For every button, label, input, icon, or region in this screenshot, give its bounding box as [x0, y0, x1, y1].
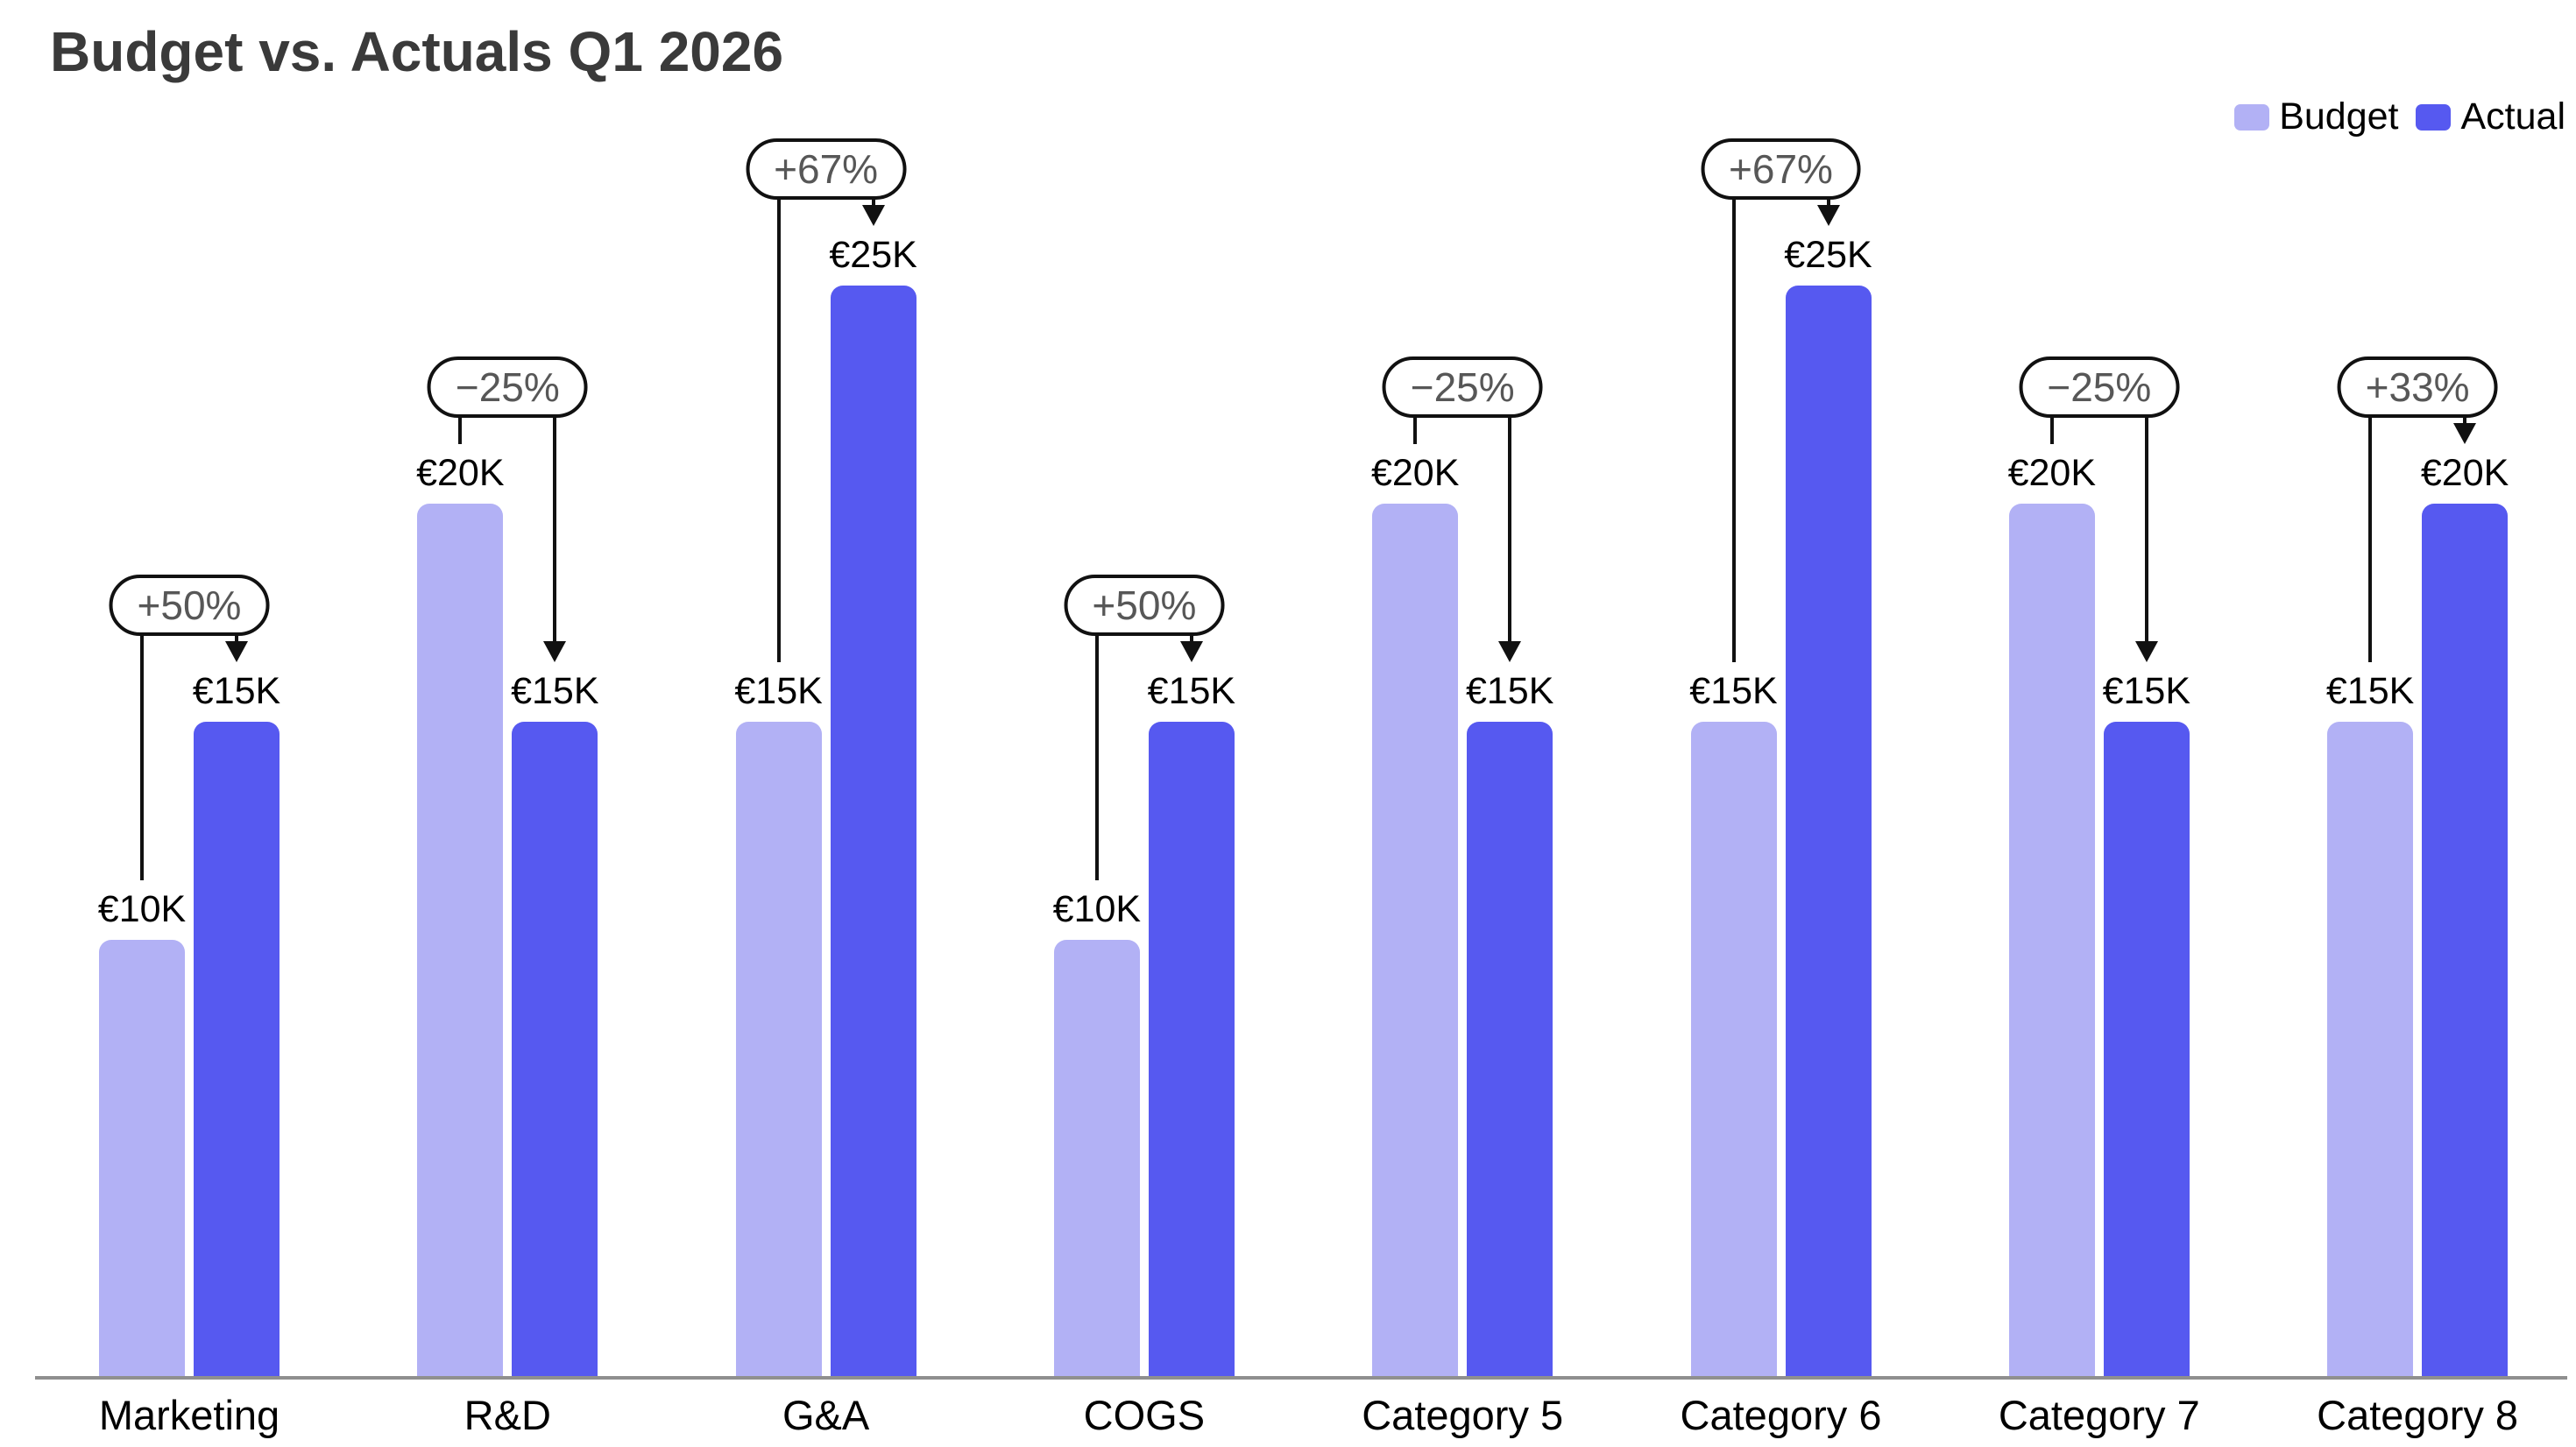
legend-swatch-budget: [2234, 103, 2270, 131]
budget-connector-line-1: [140, 632, 144, 880]
budget-connector-line-6: [1731, 196, 1736, 662]
actual-connector-line-1: [235, 632, 238, 646]
actual-value-label-8: €20K: [2420, 452, 2509, 494]
budget-value-label-8: €15K: [2325, 670, 2415, 712]
x-axis-line: [35, 1376, 2567, 1380]
actual-bar-4: [1148, 722, 1235, 1376]
arrowhead-icon: [225, 641, 248, 662]
arrowhead-icon: [1498, 641, 1522, 662]
actual-value-label-7: €15K: [2102, 670, 2191, 712]
actual-connector-line-2: [553, 414, 557, 646]
budget-bar-3: [735, 722, 822, 1376]
actual-bar-2: [512, 722, 598, 1376]
actual-connector-line-8: [2463, 414, 2467, 428]
category-label-8: Category 8: [2317, 1392, 2519, 1438]
pct-change-pill-4: +50%: [1064, 575, 1225, 636]
legend-label: Actual: [2460, 95, 2565, 138]
budget-value-label-6: €15K: [1689, 670, 1778, 712]
actual-value-label-6: €25K: [1784, 234, 1872, 276]
actual-bar-8: [2422, 504, 2509, 1376]
actual-value-label-4: €15K: [1147, 670, 1236, 712]
actual-bar-6: [1785, 286, 1872, 1376]
category-label-5: Category 5: [1362, 1392, 1564, 1438]
budget-value-label-4: €10K: [1052, 888, 1142, 930]
pct-change-pill-6: +67%: [1701, 138, 1861, 200]
chart-title: Budget vs. Actuals Q1 2026: [50, 20, 784, 83]
actual-connector-line-4: [1189, 632, 1193, 646]
legend-item-budget[interactable]: Budget: [2234, 98, 2398, 136]
budget-connector-line-5: [1413, 414, 1418, 444]
arrowhead-icon: [1816, 205, 1840, 226]
actual-value-label-3: €25K: [829, 234, 917, 276]
budget-value-label-5: €20K: [1370, 452, 1460, 494]
actual-connector-line-5: [1508, 414, 1512, 646]
budget-value-label-7: €20K: [2007, 452, 2097, 494]
pct-change-pill-3: +67%: [746, 138, 907, 200]
budget-value-label-2: €20K: [416, 452, 505, 494]
actual-bar-7: [2103, 722, 2190, 1376]
budget-bar-6: [1690, 722, 1777, 1376]
category-label-7: Category 7: [1998, 1392, 2200, 1438]
actual-bar-5: [1467, 722, 1553, 1376]
budget-connector-line-7: [2049, 414, 2054, 444]
budget-bar-2: [417, 504, 504, 1376]
budget-connector-line-4: [1094, 632, 1099, 880]
budget-bar-8: [2327, 722, 2414, 1376]
category-label-6: Category 6: [1680, 1392, 1882, 1438]
arrowhead-icon: [861, 205, 885, 226]
actual-connector-line-3: [871, 196, 875, 210]
budget-connector-line-8: [2368, 414, 2373, 662]
category-label-2: R&D: [464, 1392, 551, 1438]
budget-bar-4: [1053, 940, 1140, 1376]
legend-item-actual[interactable]: Actual: [2416, 98, 2565, 136]
budget-connector-line-3: [776, 196, 781, 662]
pct-change-pill-8: +33%: [2337, 356, 2498, 418]
budget-connector-line-2: [458, 414, 463, 444]
arrowhead-icon: [2134, 641, 2158, 662]
pct-change-pill-7: −25%: [2019, 356, 2180, 418]
actual-bar-1: [194, 722, 280, 1376]
arrowhead-icon: [543, 641, 567, 662]
budget-bar-7: [2008, 504, 2095, 1376]
category-label-3: G&A: [782, 1392, 870, 1438]
category-label-4: COGS: [1083, 1392, 1206, 1438]
budget-value-label-3: €15K: [734, 670, 823, 712]
actual-connector-line-7: [2144, 414, 2148, 646]
actual-bar-3: [830, 286, 916, 1376]
pct-change-pill-5: −25%: [1382, 356, 1543, 418]
category-label-1: Marketing: [98, 1392, 280, 1438]
actual-value-label-2: €15K: [511, 670, 599, 712]
legend-label: Budget: [2279, 95, 2399, 138]
actual-value-label-5: €15K: [1465, 670, 1554, 712]
pct-change-pill-2: −25%: [427, 356, 588, 418]
budget-bar-1: [99, 940, 185, 1376]
budget-value-label-1: €10K: [97, 888, 187, 930]
arrowhead-icon: [1179, 641, 1203, 662]
actual-value-label-1: €15K: [192, 670, 281, 712]
pct-change-pill-1: +50%: [109, 575, 270, 636]
arrowhead-icon: [2453, 423, 2477, 444]
legend-swatch-actual: [2416, 103, 2452, 131]
actual-connector-line-6: [1826, 196, 1830, 210]
budget-bar-5: [1372, 504, 1459, 1376]
legend: Budget Actual: [2234, 98, 2565, 136]
